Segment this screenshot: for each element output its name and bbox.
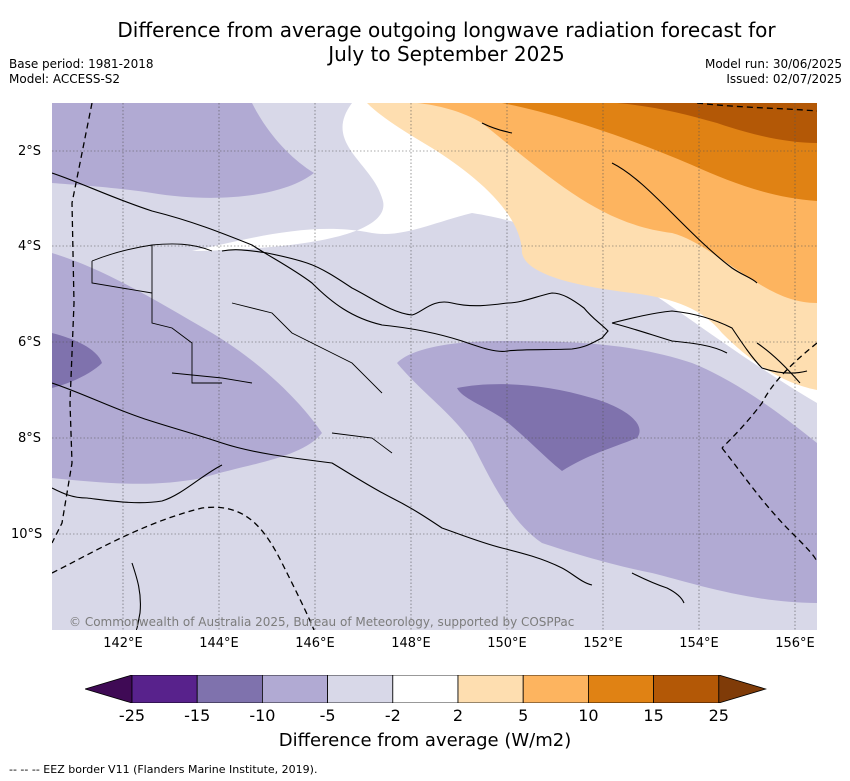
colorbar-tick-label: -10 bbox=[249, 706, 276, 725]
map-svg: © Commonwealth of Australia 2025, Bureau… bbox=[52, 103, 817, 630]
meta-left: Base period: 1981-2018 Model: ACCESS-S2 bbox=[9, 57, 154, 87]
coastlines bbox=[52, 122, 808, 630]
copyright-text: © Commonwealth of Australia 2025, Bureau… bbox=[69, 615, 574, 629]
field-negative-5-10-west bbox=[52, 253, 322, 484]
model-name: Model: ACCESS-S2 bbox=[9, 72, 121, 86]
field-positive-15-25 bbox=[617, 103, 817, 143]
colorbar-arrow-high bbox=[718, 675, 767, 703]
lat-label-2s: 2°S bbox=[18, 144, 42, 159]
field-negative-5-10-nw bbox=[52, 103, 314, 198]
lon-label-144e: 144°E bbox=[199, 636, 239, 651]
colorbar-cell bbox=[327, 675, 394, 703]
colorbar-cells bbox=[85, 675, 767, 703]
graticule bbox=[52, 103, 817, 630]
lat-label-10s: 10°S bbox=[11, 527, 43, 542]
field-negative-10-15-se bbox=[457, 384, 640, 471]
colorbar-tick-label: 10 bbox=[578, 706, 599, 725]
eez-border bbox=[52, 103, 817, 630]
colorbar-tick-label: -5 bbox=[319, 706, 336, 725]
province-borders bbox=[91, 243, 393, 454]
colorbar bbox=[85, 675, 767, 703]
lon-label-154e: 154°E bbox=[679, 636, 719, 651]
colorbar-arrow-low bbox=[85, 675, 133, 703]
colorbar-cell bbox=[261, 675, 328, 703]
lon-label-156e: 156°E bbox=[775, 636, 815, 651]
chart-title: Difference from average outgoing longwav… bbox=[0, 18, 850, 66]
colorbar-cell bbox=[522, 675, 589, 703]
colorbar-tick-label: 2 bbox=[452, 706, 464, 725]
colorbar-tick-label: 25 bbox=[708, 706, 729, 725]
issued-date: Issued: 02/07/2025 bbox=[726, 72, 842, 86]
lon-label-142e: 142°E bbox=[103, 636, 143, 651]
lon-label-146e: 146°E bbox=[295, 636, 335, 651]
colorbar-cell bbox=[653, 675, 720, 703]
colorbar-cell bbox=[392, 675, 459, 703]
title-line-1: Difference from average outgoing longwav… bbox=[117, 18, 776, 42]
lat-label-8s: 8°S bbox=[18, 431, 42, 446]
colorbar-cell bbox=[131, 675, 198, 703]
lon-label-152e: 152°E bbox=[583, 636, 623, 651]
meta-right: Model run: 30/06/2025 Issued: 02/07/2025 bbox=[705, 57, 842, 87]
lat-label-4s: 4°S bbox=[18, 239, 42, 254]
colorbar-tick-label: -25 bbox=[118, 706, 146, 725]
colorbar-tick-label: -2 bbox=[384, 706, 401, 725]
base-period: Base period: 1981-2018 bbox=[9, 57, 154, 71]
colorbar-tick-label: -15 bbox=[184, 706, 211, 725]
colorbar-cell bbox=[457, 675, 524, 703]
lon-label-148e: 148°E bbox=[391, 636, 431, 651]
model-run: Model run: 30/06/2025 bbox=[704, 57, 842, 71]
colorbar-tick-label: 15 bbox=[643, 706, 664, 725]
field-negative-10-15-west bbox=[52, 333, 102, 388]
eez-legend-note: -- -- -- EEZ border V11 (Flanders Marine… bbox=[9, 763, 318, 776]
colorbar-cell bbox=[587, 675, 654, 703]
map-panel: © Commonwealth of Australia 2025, Bureau… bbox=[52, 103, 817, 630]
title-line-2: July to September 2025 bbox=[328, 42, 565, 66]
colorbar-title: Difference from average (W/m2) bbox=[278, 730, 572, 751]
lon-label-150e: 150°E bbox=[487, 636, 527, 651]
lat-label-6s: 6°S bbox=[18, 335, 42, 350]
colorbar-cell bbox=[196, 675, 263, 703]
colorbar-tick-label: 5 bbox=[518, 706, 529, 725]
